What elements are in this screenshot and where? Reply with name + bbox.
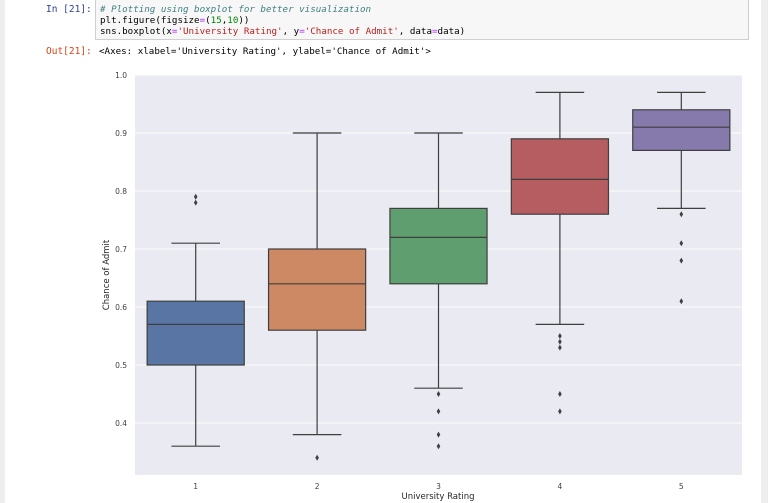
code-line-comment: # Plotting using boxplot for better visu… <box>100 4 372 15</box>
outlier-point <box>558 333 562 339</box>
box-rating-1 <box>146 193 245 447</box>
scrollbar[interactable] <box>761 0 768 503</box>
box-rating-3 <box>389 132 488 450</box>
code-line-figure: plt.figure(figsize=(15,10)) <box>100 15 250 26</box>
outlier-point <box>679 257 684 264</box>
x-tick-labels: 1 2 3 4 5 <box>193 482 684 491</box>
outlier-point <box>679 298 684 305</box>
outlier-point <box>193 193 198 200</box>
y-tick-label: 0.5 <box>115 361 127 370</box>
x-tick-label: 1 <box>193 482 198 491</box>
box-rating-2 <box>267 132 367 461</box>
output-text: <Axes: xlabel='University Rating', ylabe… <box>99 46 431 57</box>
outlier-point <box>315 454 319 461</box>
box-rating-4 <box>510 91 610 415</box>
outlier-point <box>558 344 562 351</box>
y-tick-label: 0.7 <box>115 245 127 254</box>
y-tick-label: 1.0 <box>115 71 127 80</box>
y-axis-label: Chance of Admit <box>102 239 112 310</box>
y-tick-label: 0.4 <box>115 419 127 428</box>
outlier-point <box>679 240 684 247</box>
outlier-point <box>558 408 562 415</box>
outlier-point <box>436 443 441 450</box>
outlier-point <box>436 408 441 415</box>
x-tick-label: 5 <box>679 482 684 491</box>
box-rating-5 <box>632 91 731 305</box>
x-tick-label: 2 <box>315 482 320 491</box>
input-prompt: In [21]: <box>46 4 92 15</box>
outlier-point <box>558 391 562 397</box>
outlier-point <box>679 211 684 218</box>
code-cell[interactable]: # Plotting using boxplot for better visu… <box>95 0 749 40</box>
boxes <box>146 91 731 461</box>
output-prompt: Out[21]: <box>46 46 92 57</box>
y-tick-labels: 0.4 0.5 0.6 0.7 0.8 0.9 1.0 <box>115 71 127 428</box>
y-tick-label: 0.8 <box>115 187 127 196</box>
code-line-boxplot: sns.boxplot(x='University Rating', y='Ch… <box>100 26 466 37</box>
outlier-point <box>436 431 441 438</box>
y-tick-label: 0.9 <box>115 129 127 138</box>
outlier-point <box>436 391 441 397</box>
x-tick-label: 3 <box>436 482 441 491</box>
left-gutter <box>0 0 5 503</box>
outlier-point <box>558 338 562 345</box>
x-axis-label: University Rating <box>402 492 475 502</box>
outlier-point <box>193 199 198 206</box>
x-tick-label: 4 <box>558 482 563 491</box>
y-tick-label: 0.6 <box>115 303 127 312</box>
